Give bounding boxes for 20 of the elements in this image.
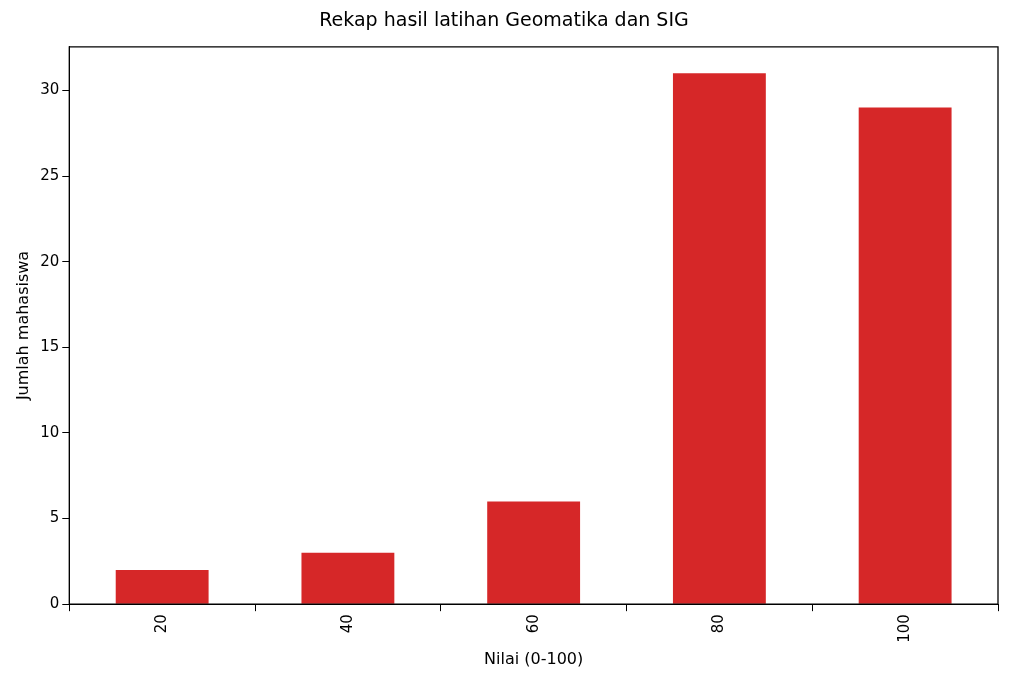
y-tick-label: 20 xyxy=(40,251,60,270)
bar xyxy=(115,569,209,604)
y-tick-label: 15 xyxy=(40,337,60,356)
x-axis-title: Nilai (0-100) xyxy=(484,648,584,668)
y-tick-label: 0 xyxy=(49,594,60,613)
x-tick-label: 100 xyxy=(895,614,914,643)
y-tick-label: 25 xyxy=(40,165,60,184)
y-tick-label: 10 xyxy=(40,422,60,441)
y-tick-label: 30 xyxy=(40,80,60,99)
chart-title: Rekap hasil latihan Geomatika dan SIG xyxy=(319,8,689,31)
x-tick-label: 60 xyxy=(523,614,542,634)
bar xyxy=(672,73,766,604)
bar xyxy=(858,107,952,604)
x-tick-label: 20 xyxy=(152,614,171,634)
x-tick-label: 80 xyxy=(709,614,728,634)
y-tick-label: 5 xyxy=(49,508,60,527)
bar xyxy=(487,501,581,604)
bar xyxy=(301,552,395,604)
y-axis-title: Jumlah mahasiswa xyxy=(12,250,32,402)
x-tick-label: 40 xyxy=(337,614,356,634)
